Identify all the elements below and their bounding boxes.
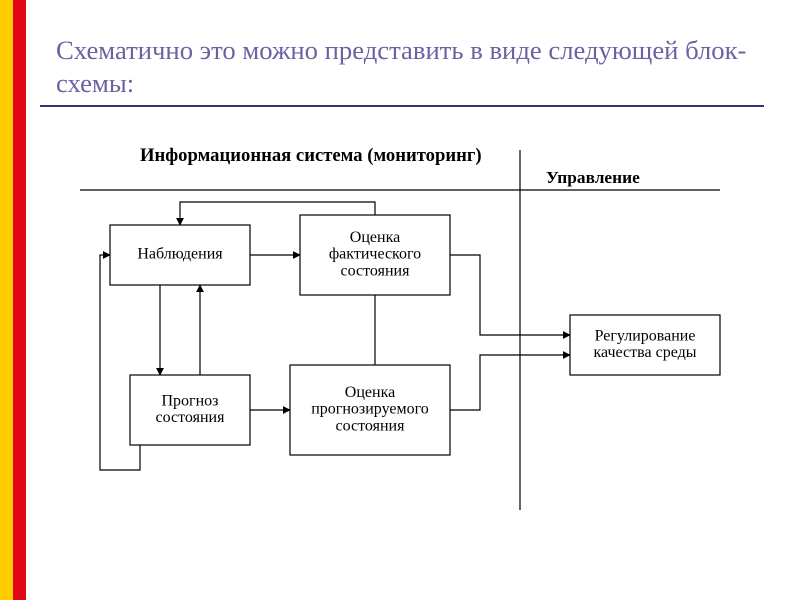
node-reg-label: качества среды	[594, 344, 697, 361]
edge-eval-reg	[450, 355, 570, 410]
node-fore-label: состояния	[156, 409, 226, 426]
diagram-canvas: НаблюденияОценкафактическогосостоянияПро…	[40, 130, 760, 560]
node-assess-label: фактического	[329, 246, 421, 263]
node-obs-label: Наблюдения	[137, 246, 223, 263]
node-eval-label: прогнозируемого	[311, 401, 429, 418]
title-rule	[40, 105, 764, 107]
node-fore-label: Прогноз	[162, 392, 219, 409]
node-reg-label: Регулирование	[595, 327, 696, 344]
node-assess-label: Оценка	[350, 229, 400, 246]
node-eval-label: Оценка	[345, 384, 395, 401]
page-title: Схематично это можно представить в виде …	[56, 34, 756, 101]
side-stripe-yellow	[0, 0, 13, 600]
edge-assess-reg	[450, 255, 570, 335]
node-eval-label: состояния	[336, 417, 406, 434]
side-stripe-red	[13, 0, 26, 600]
node-assess-label: состояния	[341, 262, 411, 279]
